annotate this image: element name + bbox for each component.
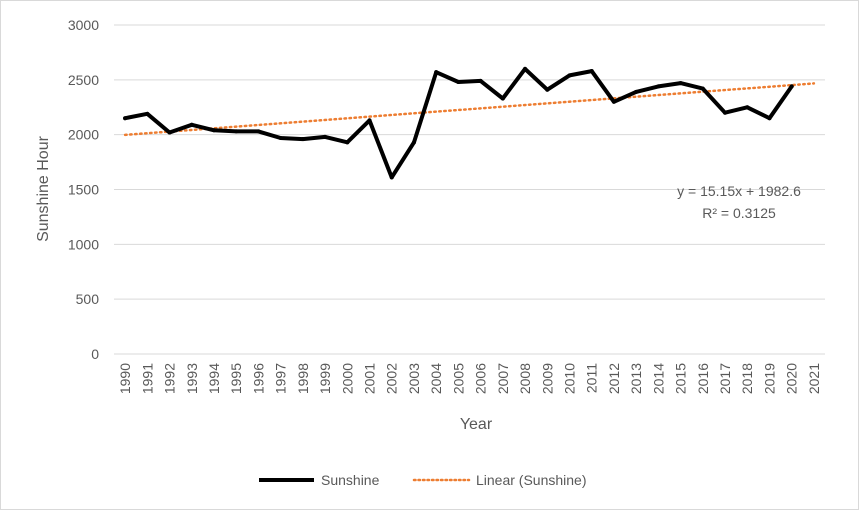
x-tick-label: 2004 [428,363,444,394]
series-line-sunshine [123,66,794,180]
data-point [767,116,772,121]
data-point [523,66,528,71]
legend-label-sunshine: Sunshine [321,472,380,488]
y-axis-title: Sunshine Hour [35,135,52,242]
x-axis-ticks: 1990 1991 1992 1993 1994 1995 1996 1997 1998 1999… [117,363,822,394]
data-point [545,87,550,92]
x-tick-label: 2020 [784,363,800,394]
y-tick-label: 1000 [68,236,99,252]
x-tick-label: 2016 [695,363,711,394]
x-tick-label: 2019 [761,363,777,394]
data-point [123,116,128,121]
data-point [323,134,328,139]
data-point [789,84,794,89]
x-tick-label: 2002 [384,363,400,394]
data-point [678,81,683,86]
y-tick-label: 2500 [68,72,99,88]
x-tick-label: 2007 [495,363,511,394]
x-tick-label: 1994 [206,363,222,394]
data-point [189,122,194,127]
x-tick-label: 1996 [250,363,266,394]
data-point [278,135,283,140]
y-tick-label: 3000 [68,17,99,33]
x-tick-label: 2012 [606,363,622,394]
data-point [611,99,616,104]
data-point [478,78,483,83]
series-layer [123,66,794,180]
data-point [389,175,394,180]
data-point [700,86,705,91]
data-point [234,129,239,134]
y-tick-label: 2000 [68,127,99,143]
data-point [300,137,305,142]
x-tick-label: 2013 [628,363,644,394]
data-point [256,129,261,134]
trendline-equation: y = 15.15x + 1982.6 [677,183,801,199]
x-tick-label: 2011 [584,363,600,393]
x-tick-label: 2008 [517,363,533,394]
trendline-layer [123,82,816,137]
data-point [434,70,439,75]
x-tick-label: 2018 [739,363,755,394]
data-point [456,80,461,85]
x-tick-label: 1999 [317,363,333,394]
legend: Sunshine Linear (Sunshine) [259,472,587,488]
y-tick-label: 1500 [68,182,99,198]
data-point [656,84,661,89]
y-tick-label: 500 [76,291,100,307]
data-point [411,140,416,145]
x-tick-label: 2014 [650,363,666,394]
x-tick-label: 2003 [406,363,422,394]
data-point [167,130,172,135]
data-point [345,140,350,145]
x-axis-title: Year [460,416,493,433]
x-tick-label: 2017 [717,363,733,394]
data-point [634,89,639,94]
data-point [567,73,572,78]
x-tick-label: 1997 [273,363,289,394]
y-tick-label: 0 [91,346,99,362]
x-tick-label: 2005 [450,363,466,394]
y-axis-ticks: 0 500 1000 1500 2000 2500 3000 [68,17,99,362]
data-point [723,110,728,115]
x-tick-label: 1991 [139,363,155,394]
x-tick-label: 2009 [539,363,555,394]
x-tick-label: 2015 [673,363,689,394]
data-point [211,128,216,133]
x-tick-label: 2021 [806,363,822,394]
x-tick-label: 2010 [561,363,577,394]
x-tick-label: 2006 [473,363,489,394]
legend-label-linear-sunshine: Linear (Sunshine) [476,472,587,488]
data-point [145,111,150,116]
trendline-r-squared: R² = 0.3125 [702,205,776,221]
x-tick-label: 2000 [339,363,355,394]
x-tick-label: 1995 [228,363,244,394]
x-tick-label: 2001 [362,363,378,394]
trendline [123,82,816,137]
data-point [500,96,505,101]
x-tick-label: 1998 [295,363,311,394]
x-tick-label: 1992 [162,363,178,394]
x-tick-label: 1993 [184,363,200,394]
data-point [589,69,594,74]
x-tick-label: 1990 [117,363,133,394]
data-point [367,118,372,123]
data-point [745,105,750,110]
